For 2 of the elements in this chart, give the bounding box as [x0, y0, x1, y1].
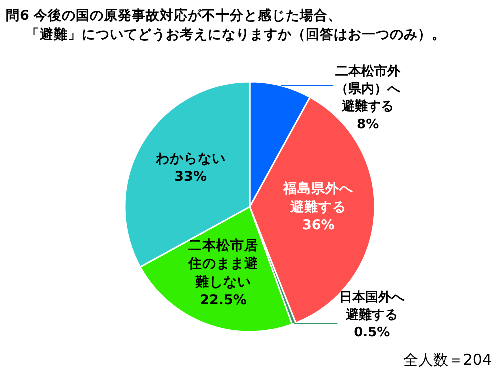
annotation: 全人数＝204 [403, 351, 492, 369]
title: 問6 今後の国の原発事故対応が不十分と感じた場合、「避難」についてどうお考えになりますか（回答はお一つのみ）。 [6, 8, 446, 43]
